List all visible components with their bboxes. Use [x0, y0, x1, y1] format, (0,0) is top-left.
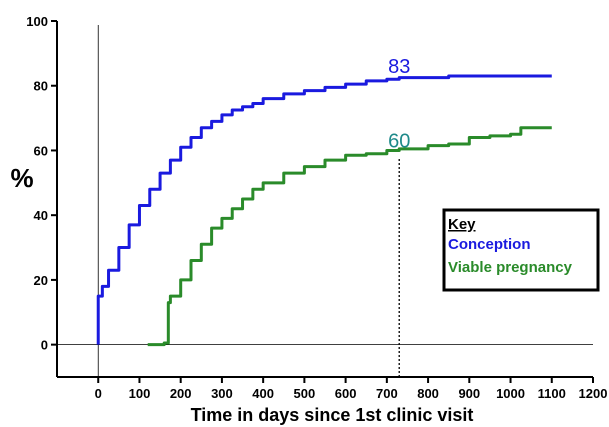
y-axis-label: %	[10, 163, 33, 193]
series-line-viable-pregnancy	[147, 126, 552, 347]
x-tick-label: 200	[170, 386, 192, 401]
y-axis-ticks: 0 20 40 60 80 100	[26, 14, 57, 353]
x-tick-label: 900	[458, 386, 480, 401]
x-axis-ticks: 0 100 200 300 400 500 600 700 800 900 1000 1100 1200	[95, 377, 608, 401]
y-tick-label: 80	[34, 79, 48, 94]
x-tick-label: 400	[252, 386, 274, 401]
x-tick-label: 800	[417, 386, 439, 401]
x-tick-label: 1200	[579, 386, 608, 401]
annotation-label: 60	[388, 130, 410, 152]
y-tick-label: 40	[34, 208, 48, 223]
x-tick-label: 100	[129, 386, 151, 401]
x-tick-label: 1100	[538, 386, 566, 401]
x-tick-label: 500	[294, 386, 316, 401]
legend-entry-viable-pregnancy: Viable pregnancy	[448, 259, 573, 276]
x-tick-label: 700	[376, 386, 398, 401]
annotation-label: 83	[388, 56, 410, 78]
series-line-conception	[96, 74, 552, 345]
y-tick-label: 60	[34, 143, 48, 158]
legend-title: Key	[448, 216, 476, 233]
y-tick-label: 20	[34, 273, 48, 288]
x-tick-label: 0	[95, 386, 102, 401]
x-tick-label: 600	[335, 386, 357, 401]
y-tick-label: 100	[26, 14, 48, 29]
x-tick-label: 1000	[496, 386, 525, 401]
legend-box	[442, 208, 600, 292]
annotation-layer: 83 60	[388, 56, 410, 152]
x-axis-label: Time in days since 1st clinic visit	[191, 405, 474, 425]
legend: Key Conception Viable pregnancy	[442, 208, 600, 292]
series-layer	[96, 74, 552, 347]
legend-entry-conception: Conception	[448, 236, 531, 253]
x-tick-label: 300	[211, 386, 233, 401]
y-tick-label: 0	[41, 338, 48, 353]
